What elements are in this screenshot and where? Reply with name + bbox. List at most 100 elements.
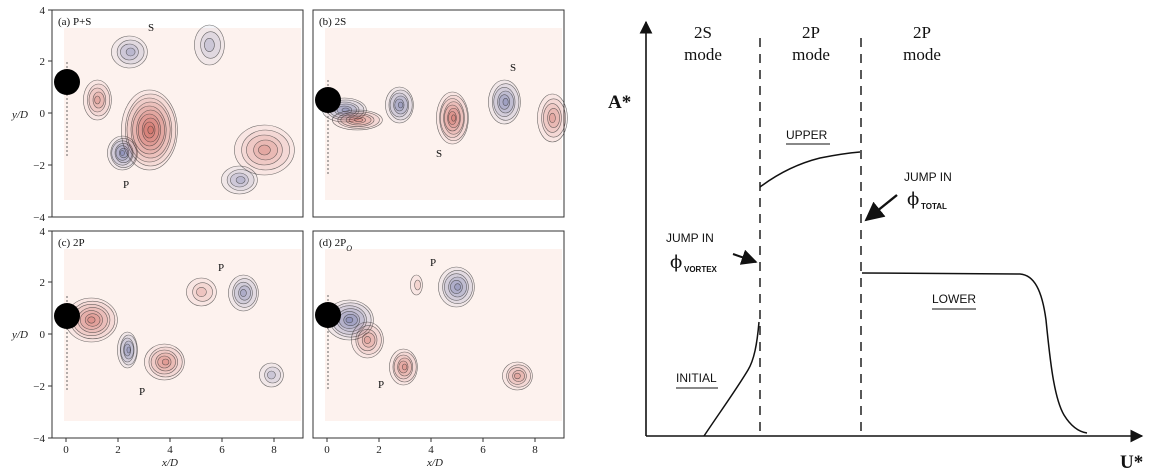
negative-vorticity-contour	[343, 313, 358, 327]
positive-vorticity-contour	[401, 363, 408, 371]
positive-vorticity-contour	[126, 97, 173, 163]
y-tick-label: −4	[33, 212, 45, 224]
negative-vorticity-contour	[232, 278, 257, 308]
panel-title-c: (c) 2P	[58, 237, 85, 249]
positive-vorticity-contour	[79, 310, 103, 330]
positive-vorticity-contour	[541, 98, 566, 138]
positive-vorticity-contour	[143, 121, 156, 139]
y-tick-label: 0	[40, 329, 46, 341]
y-axis-label-top: y/D	[11, 109, 28, 121]
jump-total-line1: JUMP IN	[904, 170, 952, 184]
positive-vorticity-contour	[361, 332, 376, 348]
negative-vorticity-contour	[450, 280, 463, 294]
negative-vorticity-contour	[397, 101, 404, 109]
negative-vorticity-contour	[120, 337, 135, 363]
y-axis-title: A*	[608, 92, 631, 113]
negative-vorticity-contour	[488, 79, 521, 125]
mode-word-2p-lower: mode	[903, 45, 941, 64]
negative-vorticity-contour	[200, 31, 221, 59]
negative-vorticity-contour	[240, 289, 247, 297]
mode-label-2p-lower: 2P	[913, 23, 931, 42]
positive-vorticity-contour	[332, 109, 383, 131]
negative-vorticity-contour	[230, 172, 249, 188]
negative-vorticity-contour	[238, 285, 251, 301]
positive-vorticity-contour	[506, 364, 531, 388]
positive-vorticity-contour	[337, 111, 380, 129]
x-axis-label-left: x/D	[161, 457, 178, 469]
negative-vorticity-contour	[234, 281, 253, 305]
negative-vorticity-contour	[385, 86, 414, 124]
negative-vorticity-contour	[125, 47, 136, 57]
negative-vorticity-contour	[497, 90, 514, 114]
jump-vortex-line1: JUMP IN	[666, 231, 714, 245]
vortex-label: S	[148, 22, 154, 34]
positive-vorticity-contour	[258, 144, 271, 156]
response-diagram: A* U* 2S mode 2P mode 2P mode UPPER LOWE…	[608, 20, 1144, 473]
positive-vorticity-contour	[157, 355, 172, 369]
positive-vorticity-contour	[87, 316, 96, 324]
positive-vorticity-contour	[132, 105, 167, 155]
x-axis-label-right: x/D	[426, 457, 443, 469]
lower-branch-curve	[861, 272, 1088, 434]
positive-vorticity-contour	[83, 79, 112, 121]
negative-vorticity-contour	[454, 283, 461, 291]
vorticity-panel-c: (c) 2P P P 4 2 0 −2 −4 0 2 4 6 8	[33, 226, 304, 456]
y-tick-label: 0	[40, 108, 46, 120]
negative-vorticity-contour	[267, 370, 276, 380]
panel-title-b: (b) 2S	[319, 16, 346, 28]
x-tick-label: 2	[115, 444, 121, 456]
positive-vorticity-contour	[508, 367, 527, 385]
positive-vorticity-contour	[444, 104, 461, 132]
positive-vorticity-contour	[192, 282, 213, 302]
x-axis-title: U*	[1120, 452, 1143, 473]
positive-vorticity-contour	[141, 117, 160, 143]
x-tick-label: 6	[219, 444, 225, 456]
positive-vorticity-contour	[389, 348, 418, 386]
positive-vorticity-contour	[410, 274, 423, 296]
positive-vorticity-contour	[440, 98, 465, 138]
negative-vorticity-contour	[119, 150, 125, 156]
positive-vorticity-contour	[547, 108, 560, 128]
x-tick-label: 4	[428, 444, 434, 456]
positive-vorticity-contour	[348, 116, 367, 124]
negative-vorticity-contour	[228, 274, 259, 312]
positive-vorticity-contour	[92, 91, 105, 109]
vortex-label: S	[510, 62, 516, 74]
cylinder	[54, 303, 80, 329]
negative-vorticity-contour	[259, 362, 284, 388]
positive-vorticity-contour	[436, 91, 469, 145]
y-axis-label-bottom: y/D	[11, 329, 28, 341]
negative-vorticity-contour	[204, 38, 215, 52]
positive-vorticity-contour	[363, 336, 371, 344]
positive-vorticity-contour	[512, 370, 525, 382]
vorticity-panel-b: (b) 2S S S	[312, 9, 568, 218]
y-tick-label: −2	[33, 381, 45, 393]
mode-label-2s: 2S	[694, 23, 712, 42]
positive-vorticity-contour	[393, 354, 414, 380]
positive-vorticity-contour	[354, 118, 364, 122]
positive-vorticity-contour	[253, 139, 278, 161]
positive-vorticity-contour	[414, 279, 421, 291]
negative-vorticity-contour	[117, 331, 138, 369]
vortex-label: P	[123, 179, 129, 191]
negative-vorticity-contour	[491, 83, 520, 121]
panel-title-d: (d) 2PO	[319, 237, 352, 253]
positive-vorticity-contour	[148, 346, 183, 378]
positive-vorticity-contour	[447, 107, 460, 129]
vorticity-panel-a: (a) P+S S P 4 2 0 −2 −4	[33, 5, 304, 224]
positive-vorticity-contour	[549, 112, 556, 124]
lower-branch-label: LOWER	[932, 292, 976, 306]
y-tick-label: −4	[33, 433, 45, 445]
negative-vorticity-contour	[120, 43, 139, 61]
positive-vorticity-contour	[351, 321, 384, 359]
x-tick-label: 4	[167, 444, 173, 456]
vortex-label: P	[430, 257, 436, 269]
negative-vorticity-contour	[448, 276, 467, 298]
vortex-label: S	[436, 148, 442, 160]
negative-vorticity-contour	[393, 95, 408, 115]
jump-vortex-arrow	[732, 249, 758, 265]
jump-total-arrow	[864, 194, 898, 222]
x-tick-label: 0	[324, 444, 330, 456]
mode-word-2s: mode	[684, 45, 722, 64]
negative-vorticity-contour	[264, 366, 281, 384]
